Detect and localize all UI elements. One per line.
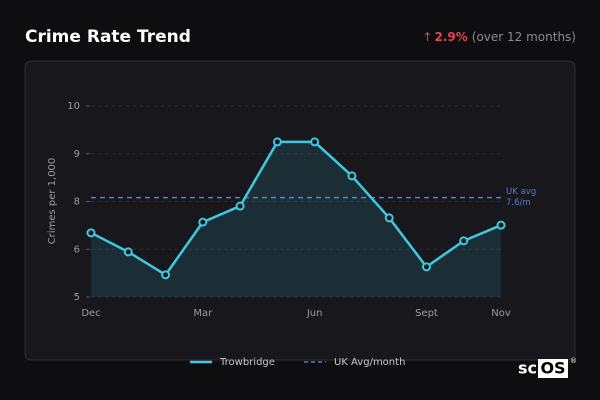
y-tick-label: 6 bbox=[74, 244, 80, 255]
data-point bbox=[198, 217, 208, 227]
brand-box bbox=[538, 359, 568, 378]
x-tick-label: Dec bbox=[81, 308, 100, 319]
reference-label: 7.6/m bbox=[506, 198, 531, 208]
y-tick-label: 9 bbox=[74, 149, 80, 160]
x-tick-label: Sept bbox=[415, 308, 438, 319]
data-point bbox=[459, 236, 469, 246]
data-point bbox=[384, 213, 394, 223]
change-note: (over 12 months) bbox=[472, 30, 576, 44]
y-tick-label: 10 bbox=[67, 101, 80, 112]
data-point bbox=[123, 247, 133, 257]
x-tick-label: Mar bbox=[193, 308, 213, 319]
brand-boxed: OS bbox=[540, 359, 565, 378]
widget-title: Crime Rate Trend bbox=[25, 27, 191, 47]
series-line bbox=[90, 140, 502, 277]
data-point bbox=[235, 201, 245, 211]
data-point bbox=[86, 228, 96, 238]
legend-label: UK Avg/month bbox=[334, 357, 405, 368]
data-point bbox=[496, 220, 506, 230]
y-axis-label: Crimes per 1,000 bbox=[47, 158, 58, 245]
x-tick-label: Nov bbox=[491, 308, 511, 319]
x-tick-label: Jun bbox=[306, 308, 323, 319]
data-point bbox=[161, 270, 171, 280]
change-arrow: ↑ bbox=[422, 30, 432, 44]
series-area bbox=[91, 141, 501, 297]
legend-label: Trowbridge bbox=[219, 357, 275, 368]
change-summary: ↑ 2.9% (over 12 months) bbox=[422, 30, 576, 44]
data-point bbox=[421, 262, 431, 272]
y-tick-label: 5 bbox=[74, 292, 80, 303]
data-point bbox=[310, 137, 320, 147]
reference-label: UK avg bbox=[506, 187, 536, 197]
data-point bbox=[272, 137, 282, 147]
change-value: 2.9% bbox=[434, 30, 467, 44]
data-point bbox=[347, 171, 357, 181]
brand-logo: sc OS ® bbox=[518, 357, 577, 378]
chart-card bbox=[24, 60, 576, 361]
y-tick-label: 8 bbox=[74, 197, 80, 208]
brand-mark: ® bbox=[570, 357, 577, 365]
brand-prefix: sc bbox=[518, 359, 537, 378]
